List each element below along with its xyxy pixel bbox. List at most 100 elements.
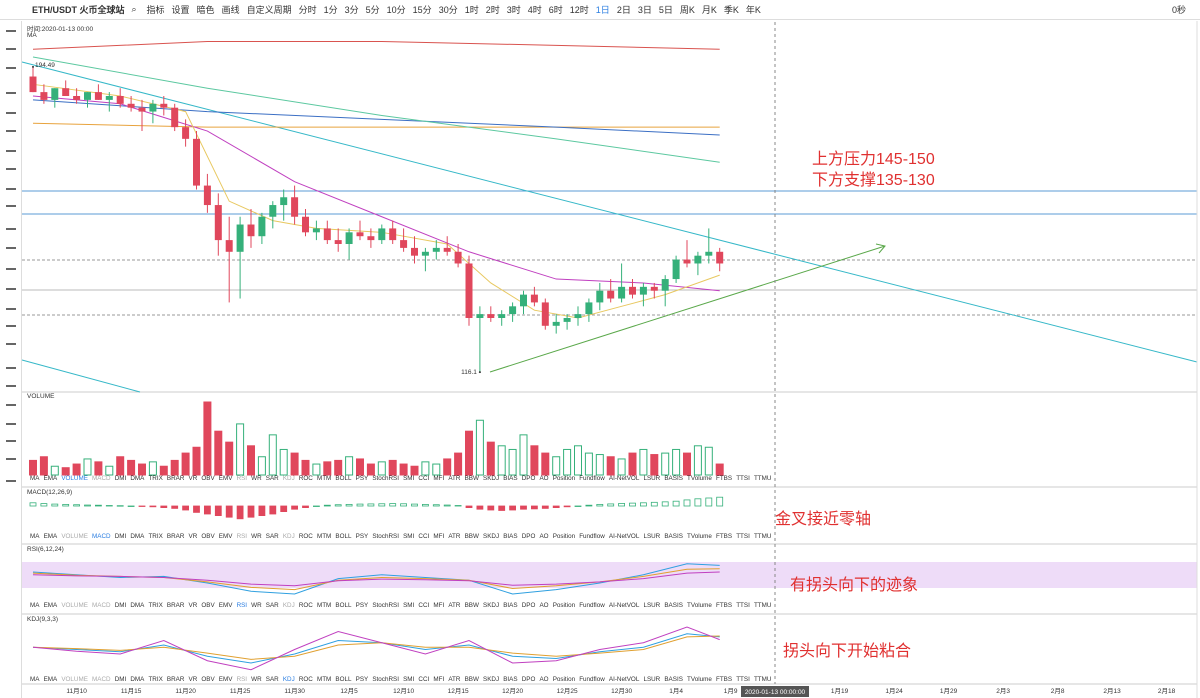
indicator-tab[interactable]: RSI [236, 533, 248, 540]
indicator-tab[interactable]: BIAS [503, 602, 518, 609]
indicator-tab[interactable]: CCI [418, 676, 430, 683]
indicator-tab[interactable]: SAR [265, 475, 279, 482]
indicator-tab[interactable]: TRIX [148, 676, 163, 683]
tool-icon[interactable] [6, 188, 16, 190]
indicator-tab[interactable]: BASIS [664, 676, 683, 683]
indicator-tab[interactable]: TTMU [753, 475, 772, 482]
period-button[interactable]: 5分 [365, 5, 380, 15]
tool-icon[interactable] [6, 168, 16, 170]
indicator-tab[interactable]: MTM [316, 475, 332, 482]
indicator-tab[interactable]: DMA [130, 533, 145, 540]
custom-period[interactable]: 自定义周期 [246, 5, 292, 15]
tool-icon[interactable] [6, 48, 16, 50]
indicator-tab[interactable]: EMA [43, 676, 58, 683]
indicator-tab[interactable]: Position [552, 676, 576, 683]
period-button[interactable]: 3分 [344, 5, 359, 15]
indicator-tab[interactable]: AI-NetVOL [608, 475, 640, 482]
indicator-tab[interactable]: KDJ [282, 602, 295, 609]
indicator-tab[interactable]: SAR [265, 602, 279, 609]
indicator-tab[interactable]: OBV [201, 533, 215, 540]
period-button[interactable]: 3日 [637, 5, 652, 15]
indicator-tab[interactable]: MA [30, 602, 40, 609]
indicator-tab[interactable]: BOLL [335, 475, 352, 482]
indicator-tab[interactable]: Position [552, 602, 576, 609]
indicator-tab[interactable]: TTSI [736, 676, 750, 683]
indicator-tab[interactable]: VOLUME [61, 533, 88, 540]
tool-button[interactable]: 设置 [171, 5, 190, 15]
indicator-tab[interactable]: DMI [114, 602, 127, 609]
indicator-tab[interactable]: EMV [218, 676, 233, 683]
tool-icon[interactable] [6, 67, 16, 69]
indicator-tab[interactable]: WR [251, 533, 262, 540]
indicator-tab[interactable]: MA [30, 475, 40, 482]
indicator-tab[interactable]: RSI [236, 475, 248, 482]
indicator-tab[interactable]: MACD [92, 676, 111, 683]
indicator-tab[interactable]: VR [188, 676, 198, 683]
period-button[interactable]: 10分 [386, 5, 406, 15]
indicator-tab[interactable]: DPO [521, 533, 536, 540]
indicator-tab[interactable]: PSY [355, 533, 369, 540]
period-button[interactable]: 30分 [438, 5, 458, 15]
tool-icon[interactable] [6, 343, 16, 345]
indicator-tab[interactable]: PSY [355, 475, 369, 482]
indicator-tab[interactable]: StochRSI [372, 533, 399, 540]
indicator-tab[interactable]: SMI [403, 676, 415, 683]
indicator-tab[interactable]: SAR [265, 676, 279, 683]
indicator-tab[interactable]: AI-NetVOL [608, 676, 640, 683]
period-button[interactable]: 1时 [464, 5, 479, 15]
indicator-tab[interactable]: BRAR [166, 602, 185, 609]
indicator-tab[interactable]: BIAS [503, 533, 518, 540]
period-button[interactable]: 5日 [658, 5, 673, 15]
indicator-tab[interactable]: BBW [464, 602, 479, 609]
indicator-tab[interactable]: ATR [448, 602, 461, 609]
tool-button[interactable]: 指标 [146, 5, 165, 15]
indicator-tab[interactable]: DMA [130, 676, 145, 683]
indicator-tab[interactable]: MFI [433, 475, 445, 482]
indicator-tab[interactable]: DMA [130, 602, 145, 609]
tool-icon[interactable] [6, 130, 16, 132]
period-button[interactable]: 6时 [548, 5, 563, 15]
indicator-tab[interactable]: TTSI [736, 602, 750, 609]
indicator-tab[interactable]: ROC [298, 676, 313, 683]
indicator-tab[interactable]: MFI [433, 676, 445, 683]
indicator-tab[interactable]: FTBS [715, 533, 733, 540]
tool-icon[interactable] [6, 205, 16, 207]
indicator-tab[interactable]: EMV [218, 475, 233, 482]
indicator-tab[interactable]: DMI [114, 676, 127, 683]
indicator-tab[interactable]: Fundflow [579, 602, 605, 609]
indicator-tab[interactable]: MA [30, 533, 40, 540]
indicator-tab[interactable]: MFI [433, 533, 445, 540]
indicator-tab[interactable]: OBV [201, 602, 215, 609]
tool-icon[interactable] [6, 308, 16, 310]
indicator-tab[interactable]: VOLUME [61, 475, 88, 482]
indicator-tab[interactable]: OBV [201, 475, 215, 482]
indicator-tab[interactable]: BRAR [166, 676, 185, 683]
indicator-tab[interactable]: LSUR [643, 475, 661, 482]
indicator-tab[interactable]: RSI [236, 676, 248, 683]
period-button[interactable]: 4时 [527, 5, 542, 15]
indicator-tab[interactable]: KDJ [282, 475, 295, 482]
indicator-tab[interactable]: ATR [448, 533, 461, 540]
indicator-tab[interactable]: AI-NetVOL [608, 602, 640, 609]
tool-icon[interactable] [6, 112, 16, 114]
tool-button[interactable]: 暗色 [196, 5, 215, 15]
indicator-tab[interactable]: Fundflow [579, 475, 605, 482]
indicator-tab[interactable]: BRAR [166, 533, 185, 540]
indicator-tab[interactable]: TRIX [148, 533, 163, 540]
indicator-tab[interactable]: TRIX [148, 475, 163, 482]
indicator-tab[interactable]: RSI [236, 602, 248, 609]
indicator-tab[interactable]: EMA [43, 602, 58, 609]
indicator-tab[interactable]: MACD [92, 602, 111, 609]
indicator-tab[interactable]: AO [539, 602, 549, 609]
indicator-tab[interactable]: Position [552, 475, 576, 482]
indicator-tab[interactable]: FTBS [715, 475, 733, 482]
indicator-tab[interactable]: SKDJ [483, 533, 500, 540]
indicator-tab[interactable]: SMI [403, 533, 415, 540]
indicator-tab[interactable]: AI-NetVOL [608, 533, 640, 540]
indicator-tab[interactable]: CCI [418, 533, 430, 540]
indicator-tab[interactable]: VOLUME [61, 602, 88, 609]
indicator-tab[interactable]: TVolume [687, 475, 712, 482]
indicator-tab[interactable]: KDJ [282, 676, 295, 683]
indicator-tab[interactable]: BASIS [664, 533, 683, 540]
indicator-tab[interactable]: AO [539, 475, 549, 482]
